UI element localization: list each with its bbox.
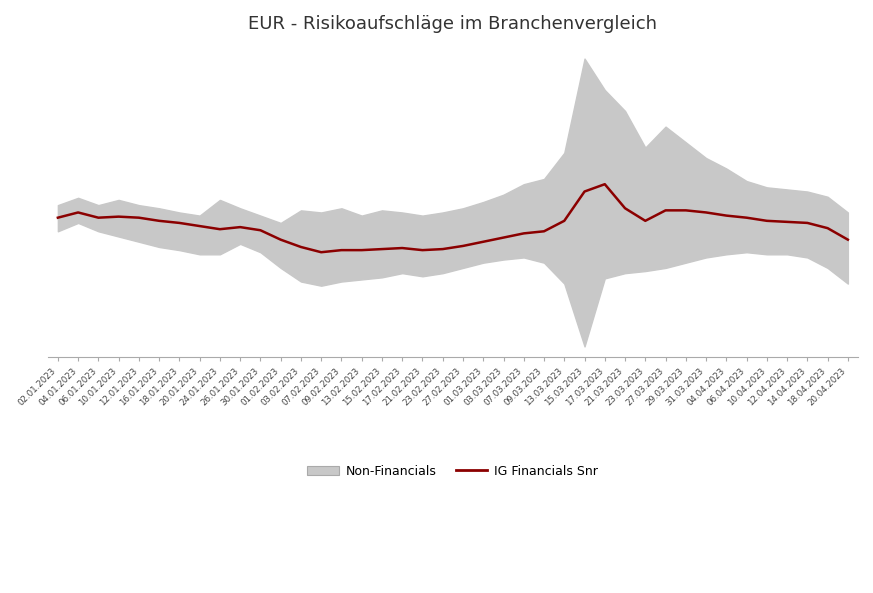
Title: EUR - Risikoaufschläge im Branchenvergleich: EUR - Risikoaufschläge im Branchenvergle… — [248, 15, 657, 33]
Legend: Non-Financials, IG Financials Snr: Non-Financials, IG Financials Snr — [302, 460, 603, 483]
